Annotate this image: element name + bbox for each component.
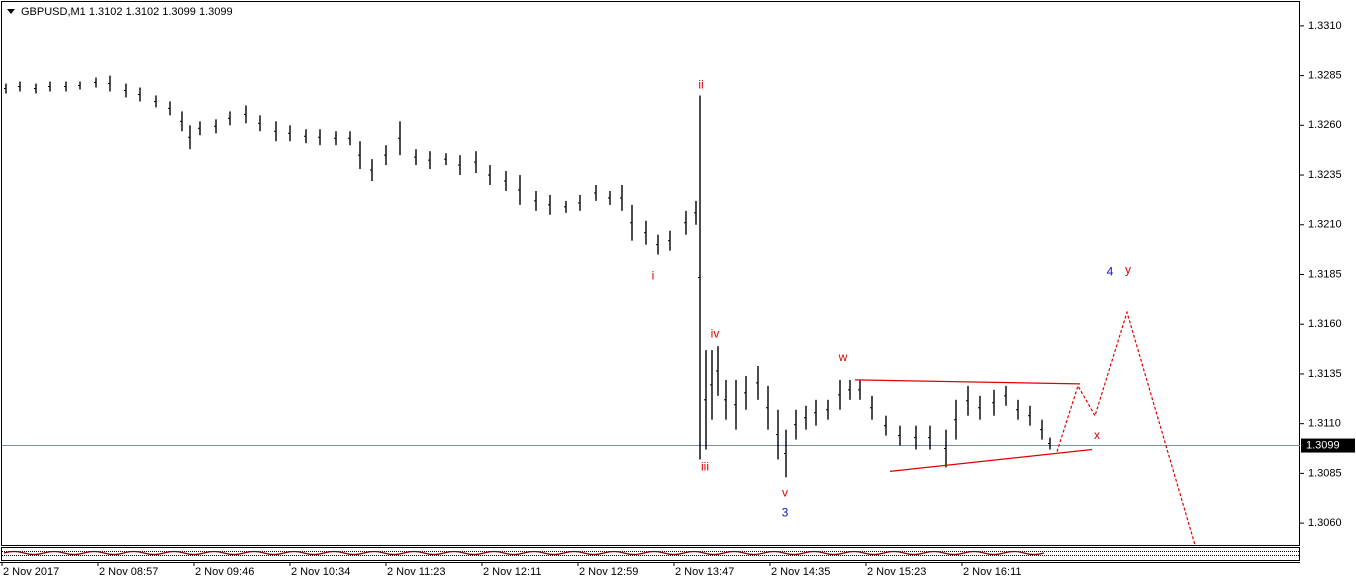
wave-label: iv [711, 326, 720, 340]
wave-label: 3 [782, 505, 789, 519]
x-tick-label: 2 Nov 11:23 [387, 566, 446, 578]
y-tick-label: 1.3285 [1308, 69, 1342, 81]
current-price-box [1301, 438, 1355, 453]
x-tick-label: 2 Nov 12:59 [579, 566, 638, 578]
x-tick-label: 2 Nov 2017 [3, 566, 59, 578]
wave-label: ii [698, 78, 703, 92]
y-tick-label: 1.3160 [1308, 318, 1342, 330]
x-tick-label: 2 Nov 13:47 [675, 566, 734, 578]
x-tick-label: 2 Nov 09:46 [195, 566, 254, 578]
wave-label: x [1094, 428, 1100, 442]
y-tick-label: 1.3060 [1308, 517, 1342, 529]
y-tick-label: 1.3235 [1308, 169, 1342, 181]
wave-label: 4 [1107, 265, 1114, 279]
current-price-label: 1.3099 [1306, 439, 1340, 451]
wave-label: iii [701, 460, 709, 474]
x-tick-label: 2 Nov 10:34 [291, 566, 350, 578]
y-tick-label: 1.3210 [1308, 219, 1342, 231]
chart-title: GBPUSD,M1 1.3102 1.3102 1.3099 1.3099 [21, 6, 233, 18]
indicator-frame [1, 547, 1300, 561]
y-tick-label: 1.3260 [1308, 119, 1342, 131]
plot-frame [1, 1, 1300, 546]
x-tick-label: 2 Nov 15:23 [867, 566, 926, 578]
wave-line [889, 448, 1093, 473]
wave-label: i [652, 269, 655, 283]
y-tick-label: 1.3310 [1308, 20, 1342, 32]
wave-line [854, 379, 1081, 385]
y-tick-label: 1.3085 [1308, 467, 1342, 479]
menu-triangle[interactable] [7, 9, 15, 14]
x-tick-label: 2 Nov 08:57 [99, 566, 158, 578]
y-tick-label: 1.3185 [1308, 268, 1342, 280]
x-tick-label: 2 Nov 16:11 [963, 566, 1022, 578]
wave-line [1056, 310, 1196, 546]
wave-label: v [782, 485, 788, 499]
y-tick-label: 1.3110 [1308, 418, 1341, 430]
x-tick-label: 2 Nov 12:11 [483, 566, 542, 578]
wave-label: w [838, 350, 848, 364]
x-tick-label: 2 Nov 14:35 [771, 566, 830, 578]
wave-label: y [1125, 263, 1131, 277]
indicator-line [3, 550, 1045, 556]
y-tick-label: 1.3135 [1308, 368, 1342, 380]
